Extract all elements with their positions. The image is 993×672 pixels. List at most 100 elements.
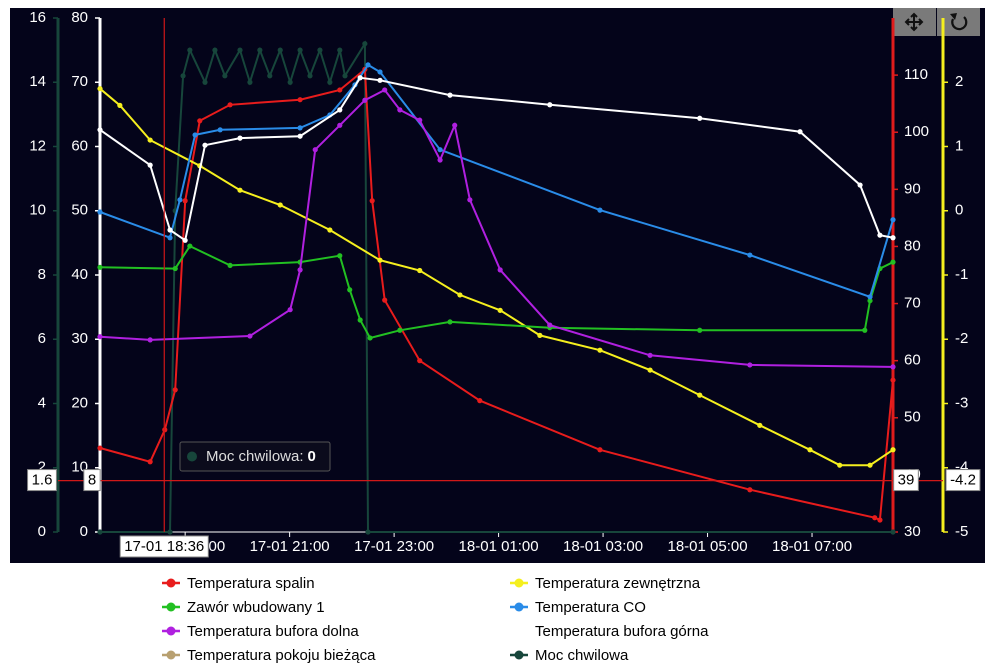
data-point bbox=[452, 122, 458, 128]
data-point bbox=[890, 235, 896, 241]
y-tick-label: 40 bbox=[71, 266, 88, 283]
cursor-y3-box bbox=[945, 469, 981, 492]
y-tick-label: 60 bbox=[904, 352, 921, 369]
data-point bbox=[202, 142, 208, 148]
legend-label: Temperatura bufora dolna bbox=[187, 623, 359, 640]
data-point bbox=[337, 87, 343, 93]
tooltip-label: Moc chwilowa: bbox=[206, 448, 304, 465]
cursor-y4-box bbox=[27, 469, 57, 492]
data-point bbox=[202, 79, 208, 85]
data-point bbox=[417, 358, 423, 364]
y-tick-label: 8 bbox=[38, 266, 46, 283]
legend-swatch-dot bbox=[166, 602, 176, 612]
legend-swatch-dot bbox=[514, 650, 524, 660]
x-tick-label: 18-01 05:00 bbox=[668, 538, 748, 555]
data-point bbox=[857, 182, 863, 188]
data-point bbox=[867, 298, 873, 304]
data-point bbox=[307, 73, 313, 79]
data-point bbox=[397, 107, 403, 113]
y-tick-label: 16 bbox=[29, 9, 46, 26]
data-point bbox=[227, 262, 233, 268]
y-tick-label: -1 bbox=[955, 266, 968, 283]
x-tick-label: 17-01 21:00 bbox=[250, 538, 330, 555]
y-tick-label: 70 bbox=[904, 295, 921, 312]
data-point bbox=[97, 86, 103, 92]
y-tick-label: 60 bbox=[71, 137, 88, 154]
y-tick-label: 110 bbox=[904, 66, 928, 83]
data-point bbox=[697, 327, 703, 333]
data-point bbox=[377, 69, 383, 75]
y-tick-label: 20 bbox=[71, 394, 88, 411]
data-point bbox=[367, 335, 373, 341]
data-point bbox=[167, 529, 173, 535]
legend-label: Zawór wbudowany 1 bbox=[187, 599, 325, 616]
data-point bbox=[437, 157, 443, 163]
y-tick-label: 0 bbox=[80, 523, 88, 540]
data-point bbox=[217, 127, 223, 133]
data-point bbox=[357, 317, 363, 323]
toolbar bbox=[893, 8, 980, 36]
data-point bbox=[297, 267, 303, 273]
x-tick-label: 18-01 01:00 bbox=[459, 538, 539, 555]
cursor-x-label: 17-01 18:36 bbox=[124, 538, 204, 555]
data-point bbox=[147, 162, 153, 168]
data-point bbox=[597, 447, 603, 453]
data-point bbox=[297, 47, 303, 53]
data-point bbox=[97, 445, 103, 451]
y-tick-label: 100 bbox=[904, 123, 929, 140]
data-point bbox=[382, 87, 388, 93]
data-point bbox=[287, 79, 293, 85]
data-point bbox=[747, 362, 753, 368]
data-point bbox=[837, 462, 843, 468]
legend-label: Temperatura spalin bbox=[187, 575, 315, 592]
data-point bbox=[365, 529, 371, 535]
cursor-x: 17-01 18:36 bbox=[119, 535, 209, 558]
tooltip: Moc chwilowa: 0 bbox=[179, 441, 331, 472]
data-point bbox=[297, 133, 303, 139]
data-point bbox=[337, 107, 343, 113]
data-point bbox=[417, 267, 423, 274]
data-point bbox=[312, 147, 318, 153]
cursor-y2: 39 bbox=[893, 469, 919, 492]
data-point bbox=[877, 232, 883, 238]
data-point bbox=[447, 319, 453, 325]
data-point bbox=[872, 515, 878, 521]
data-point bbox=[382, 297, 388, 303]
data-point bbox=[147, 459, 153, 465]
data-point bbox=[297, 125, 303, 131]
data-point bbox=[697, 392, 703, 398]
data-point bbox=[867, 294, 873, 300]
data-point bbox=[597, 207, 603, 213]
data-point bbox=[182, 198, 188, 204]
data-point bbox=[497, 307, 503, 313]
data-point bbox=[890, 377, 896, 383]
y-tick-label: 80 bbox=[71, 9, 88, 26]
y-tick-label: 1 bbox=[955, 137, 963, 154]
data-point bbox=[327, 79, 333, 85]
cursor-y-box bbox=[83, 469, 101, 492]
data-point bbox=[97, 127, 103, 133]
cursor-x-box bbox=[119, 535, 209, 558]
data-point bbox=[247, 333, 253, 339]
legend-label: Temperatura CO bbox=[535, 599, 646, 616]
data-point bbox=[187, 47, 193, 53]
y-tick-label: 14 bbox=[29, 73, 46, 90]
data-point bbox=[337, 253, 343, 259]
data-point bbox=[317, 47, 323, 53]
data-point bbox=[97, 209, 103, 215]
legend-swatch-dot bbox=[166, 578, 176, 588]
legend-label: Moc chwilowa bbox=[535, 647, 629, 664]
data-point bbox=[877, 517, 883, 523]
data-point bbox=[212, 47, 218, 53]
data-point bbox=[365, 62, 371, 68]
data-point bbox=[342, 73, 348, 79]
tooltip-marker bbox=[187, 451, 197, 462]
data-point bbox=[477, 398, 483, 404]
tooltip-box bbox=[179, 441, 331, 472]
cursor-y3-label: -4.2 bbox=[950, 472, 976, 489]
y-tick-label: 30 bbox=[904, 523, 921, 540]
data-point bbox=[177, 197, 183, 203]
data-point bbox=[147, 337, 153, 343]
data-point bbox=[697, 115, 703, 121]
y-tick-label: 30 bbox=[71, 330, 88, 347]
